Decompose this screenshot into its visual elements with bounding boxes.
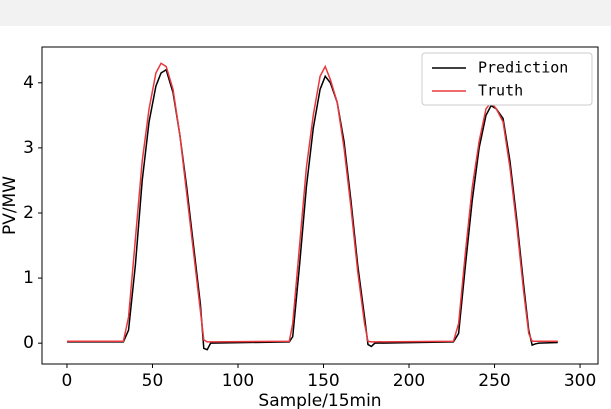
x-tick-label: 250	[478, 371, 510, 391]
series-line	[66, 68, 558, 351]
series-line	[66, 62, 558, 343]
x-tick-label: 0	[62, 371, 73, 391]
x-tick-label: 100	[222, 371, 254, 391]
y-tick-label: 4	[23, 73, 34, 93]
legend-box	[421, 52, 593, 106]
top-bar	[0, 0, 611, 26]
x-axis-label: Sample/15min	[258, 391, 381, 409]
y-tick-label: 3	[23, 138, 34, 158]
y-axis-label: PV/MW	[0, 176, 20, 235]
legend-label: Prediction	[478, 59, 568, 77]
y-tick-label: 1	[23, 268, 34, 288]
y-tick-label: 2	[23, 203, 34, 223]
plot-frame	[41, 46, 599, 365]
legend-label: Truth	[478, 82, 523, 100]
x-tick-label: 50	[142, 371, 164, 391]
x-tick-label: 300	[564, 371, 596, 391]
y-tick-label: 0	[23, 333, 34, 353]
x-tick-label: 200	[393, 371, 425, 391]
x-tick-label: 150	[307, 371, 339, 391]
